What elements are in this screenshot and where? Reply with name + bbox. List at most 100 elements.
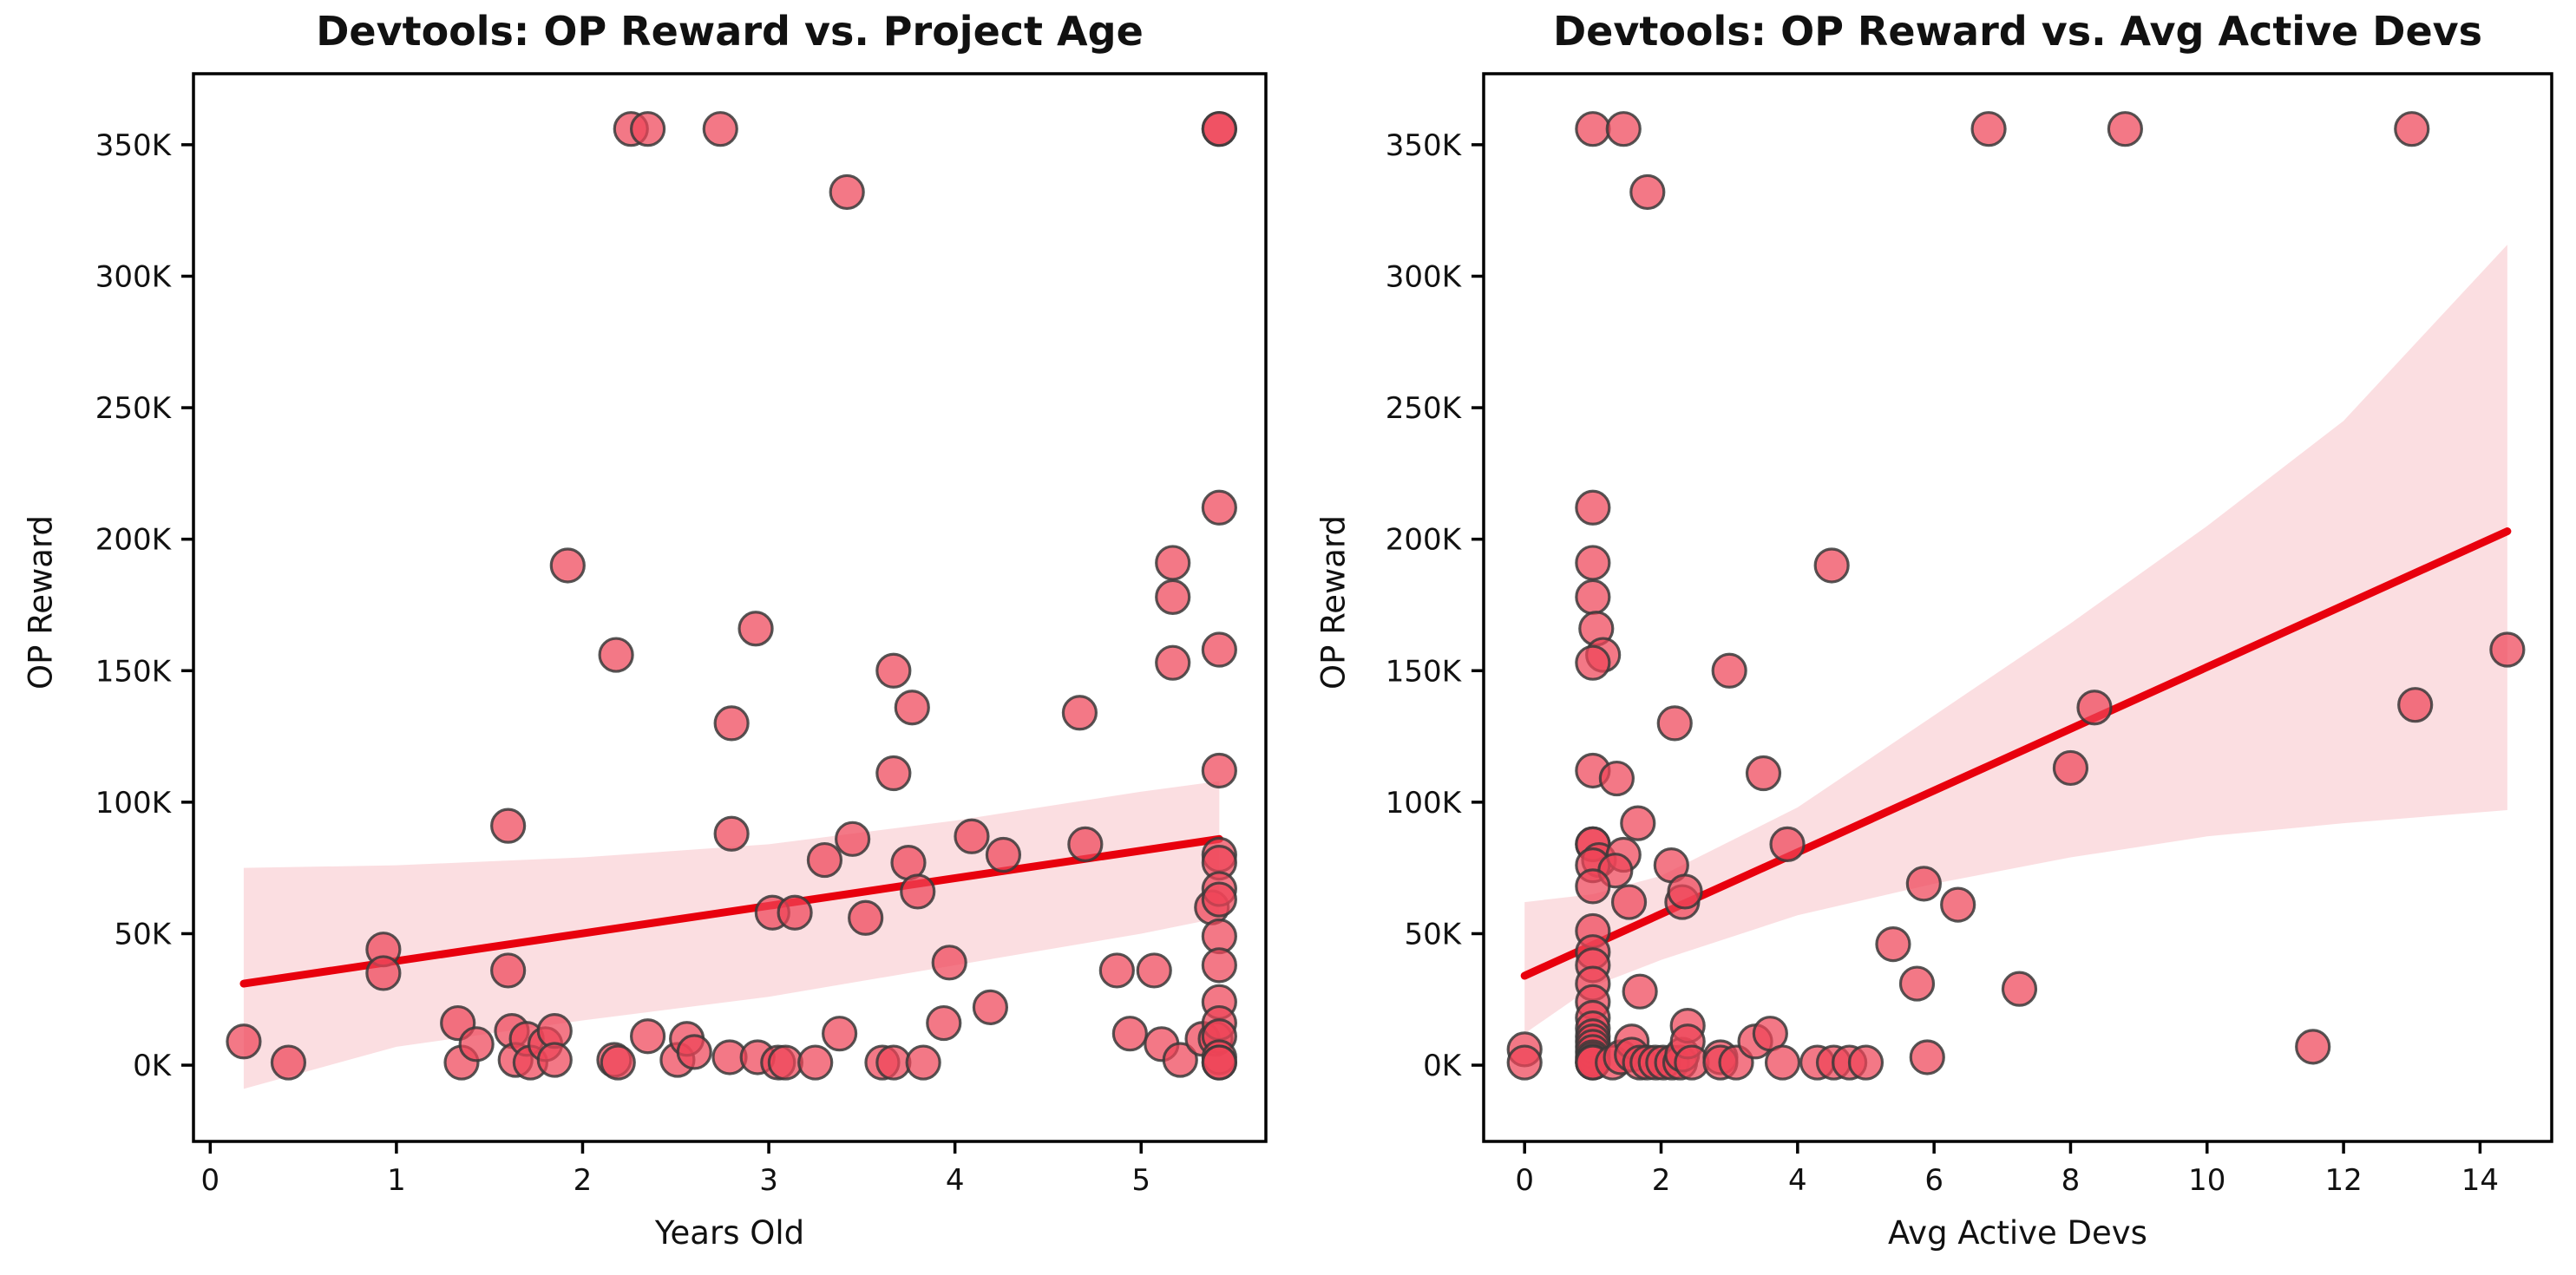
left-data-point bbox=[875, 1044, 912, 1081]
left-x-tick-label: 5 bbox=[1131, 1163, 1150, 1198]
left-data-point bbox=[797, 1044, 834, 1081]
right-x-tick-label: 6 bbox=[1924, 1163, 1943, 1198]
left-data-point bbox=[600, 1044, 636, 1081]
right-data-point bbox=[1575, 868, 1611, 905]
right-y-tick-label: 300K bbox=[1386, 259, 1463, 294]
left-data-point bbox=[848, 899, 884, 936]
left-data-point bbox=[1201, 111, 1237, 147]
left-data-point bbox=[1155, 545, 1191, 581]
left-data-point bbox=[1136, 952, 1172, 989]
right-data-point bbox=[1575, 579, 1611, 615]
left-y-tick-label: 350K bbox=[95, 128, 173, 163]
left-data-point bbox=[900, 873, 936, 910]
right-data-point bbox=[2394, 111, 2430, 147]
right-y-tick-label: 0K bbox=[1423, 1049, 1463, 1083]
left-data-point bbox=[1155, 579, 1191, 615]
right-data-point bbox=[1575, 545, 1611, 581]
right-data-point bbox=[1909, 1039, 1945, 1076]
left-data-point bbox=[1201, 752, 1237, 789]
right-x-tick-label: 2 bbox=[1652, 1163, 1671, 1198]
right-x-tick-label: 14 bbox=[2461, 1163, 2499, 1198]
left-x-tick-label: 1 bbox=[387, 1163, 406, 1198]
right-data-point bbox=[2397, 687, 2434, 723]
left-y-tick-label: 250K bbox=[95, 391, 173, 426]
right-data-point bbox=[2489, 631, 2526, 668]
right-data-point bbox=[1898, 965, 1936, 1002]
right-x-tick-label: 8 bbox=[2061, 1163, 2081, 1198]
left-data-point bbox=[1067, 826, 1104, 862]
right-data-point bbox=[1667, 873, 1703, 910]
left-x-tick-label: 0 bbox=[200, 1163, 220, 1198]
left-data-point bbox=[702, 111, 738, 147]
left-data-point bbox=[226, 1023, 262, 1060]
right-data-point bbox=[1769, 826, 1806, 862]
right-data-point bbox=[1813, 547, 1850, 584]
left-data-point bbox=[1061, 695, 1098, 731]
left-data-point bbox=[1201, 1044, 1237, 1081]
right-x-axis-label: Avg Active Devs bbox=[1888, 1213, 2147, 1252]
left-data-point bbox=[713, 815, 750, 852]
left-regression-line bbox=[239, 834, 1223, 988]
left-data-point bbox=[767, 1044, 803, 1081]
left-data-point bbox=[931, 945, 967, 981]
left-y-tick-label: 150K bbox=[95, 654, 173, 689]
right-data-point bbox=[1847, 1044, 1884, 1081]
left-data-point bbox=[806, 841, 843, 879]
right-data-point bbox=[1656, 705, 1693, 742]
left-data-point bbox=[490, 808, 527, 844]
right-data-point bbox=[1745, 755, 1782, 792]
right-plot-border bbox=[1482, 72, 2553, 1143]
right-data-point bbox=[1506, 1044, 1543, 1081]
left-data-point bbox=[1201, 881, 1237, 918]
left-data-point bbox=[737, 611, 774, 647]
left-data-point bbox=[676, 1034, 712, 1070]
right-panel-title: Devtools: OP Reward vs. Avg Active Devs bbox=[1552, 8, 2483, 55]
left-data-point bbox=[536, 1042, 573, 1078]
right-x-tick-label: 4 bbox=[1788, 1163, 1807, 1198]
left-x-tick-label: 4 bbox=[946, 1163, 965, 1198]
right-data-point bbox=[1940, 886, 1976, 923]
right-data-point bbox=[1970, 111, 2007, 147]
right-y-tick-label: 350K bbox=[1386, 128, 1463, 163]
right-data-point bbox=[2107, 111, 2143, 147]
left-data-point bbox=[972, 989, 1009, 1025]
left-plot-border bbox=[192, 72, 1268, 1143]
left-y-tick-label: 0K bbox=[133, 1049, 173, 1083]
left-data-point bbox=[1201, 631, 1237, 668]
left-data-point bbox=[926, 1004, 962, 1042]
left-data-point bbox=[713, 705, 750, 742]
left-data-point bbox=[1155, 644, 1191, 681]
left-x-tick-label: 3 bbox=[759, 1163, 778, 1198]
right-data-point bbox=[2052, 749, 2089, 787]
left-data-point bbox=[1162, 1042, 1198, 1078]
left-data-point bbox=[875, 755, 912, 792]
right-data-point bbox=[1575, 111, 1611, 147]
right-y-tick-label: 50K bbox=[1404, 917, 1462, 951]
right-x-tick-label: 12 bbox=[2324, 1163, 2362, 1198]
right-data-point bbox=[1575, 489, 1611, 526]
left-data-point bbox=[985, 836, 1022, 873]
right-y-tick-label: 200K bbox=[1386, 523, 1463, 558]
left-data-point bbox=[894, 690, 930, 726]
left-data-point bbox=[1201, 947, 1237, 984]
left-data-point bbox=[598, 637, 634, 673]
right-data-point bbox=[1575, 644, 1611, 681]
left-data-point bbox=[905, 1044, 941, 1081]
right-data-point bbox=[1598, 760, 1635, 797]
left-data-point bbox=[490, 952, 527, 989]
right-data-point bbox=[1620, 805, 1656, 841]
left-data-point bbox=[822, 1016, 858, 1052]
left-data-point bbox=[954, 818, 990, 854]
left-data-point bbox=[1111, 1016, 1148, 1052]
left-data-point bbox=[777, 894, 813, 931]
right-data-point bbox=[1605, 111, 1642, 147]
left-data-point bbox=[1201, 489, 1237, 526]
right-data-point bbox=[2295, 1029, 2331, 1065]
right-data-point bbox=[1629, 173, 1666, 211]
left-y-tick-label: 100K bbox=[95, 786, 173, 821]
left-data-point bbox=[270, 1044, 307, 1081]
right-x-tick-label: 0 bbox=[1515, 1163, 1534, 1198]
left-y-tick-label: 300K bbox=[95, 259, 173, 294]
